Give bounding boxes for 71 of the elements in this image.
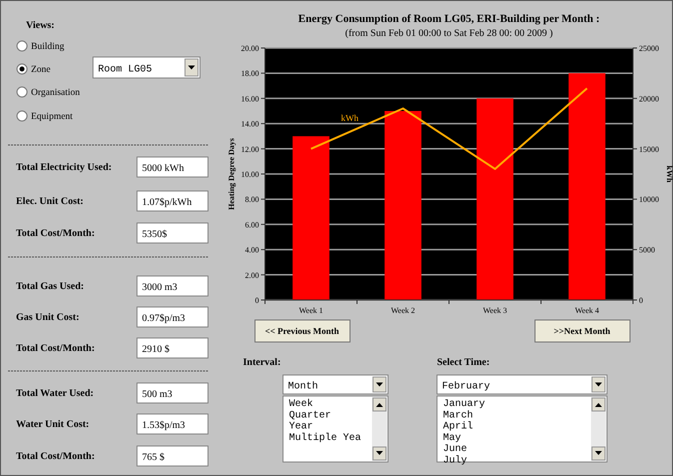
text: July: [443, 454, 468, 466]
text: March: [443, 409, 474, 422]
y-tick-label: 14.00: [241, 120, 259, 129]
text: Views:: [26, 20, 55, 31]
text: Total Cost/Month:: [16, 228, 95, 239]
x-tick-label: Week 2: [390, 306, 416, 315]
text: June: [443, 444, 468, 456]
text: Multiple Yea: [289, 432, 362, 444]
text: Total Electricity Used:: [16, 162, 112, 173]
chart-title: Energy Consumption of Room LG05, ERI-Building per Month :: [298, 13, 600, 25]
text: 5000 kWh: [142, 163, 184, 174]
y2-tick-label: 0: [639, 296, 643, 305]
text: Interval:: [243, 357, 281, 368]
x-tick-label: Week 3: [482, 306, 508, 315]
text: 5350$: [142, 229, 167, 240]
text: Room LG05: [98, 64, 152, 76]
text: Month: [288, 380, 318, 392]
text: 1.07$p/kWh: [142, 197, 192, 208]
text: Equipment: [31, 112, 74, 122]
bar: [568, 73, 606, 300]
y-tick-label: 6.00: [245, 220, 259, 230]
y-tick-label: 0: [255, 296, 259, 305]
y2-tick-label: 15000: [639, 144, 659, 154]
bar: [292, 136, 330, 300]
text: Week: [289, 398, 314, 410]
text: >>Next Month: [554, 326, 610, 336]
y2-tick-label: 25000: [639, 44, 659, 53]
text: Organisation: [31, 88, 80, 98]
text: Year: [289, 422, 314, 433]
text: 3000 m3: [142, 282, 178, 293]
y-tick-label: 18.00: [241, 69, 259, 78]
y-tick-label: 12.00: [241, 144, 259, 154]
text: 2910 $: [142, 344, 170, 355]
bar: [384, 111, 422, 300]
text: Zone: [31, 65, 51, 75]
text: 1.53$p/m3: [142, 420, 186, 431]
bar: [476, 98, 514, 300]
text: May: [443, 432, 462, 444]
series-label: kWh: [341, 112, 359, 123]
text: 765 $: [142, 452, 164, 463]
y2-tick-label: 20000: [639, 94, 659, 104]
text: Total Water Used:: [16, 388, 94, 399]
text: Elec. Unit Cost:: [16, 196, 84, 207]
text: Building: [31, 42, 65, 52]
line-series: [310, 87, 588, 170]
text: Quarter: [289, 410, 332, 422]
x-tick-label: Week 4: [574, 306, 600, 315]
y-tick-label: 20.00: [241, 44, 259, 53]
y-tick-label: 10.00: [241, 170, 259, 179]
y-tick-label: 4.00: [245, 246, 259, 255]
y2-axis-title: kWh: [665, 166, 673, 183]
text: February: [442, 380, 490, 392]
x-tick-label: Week 1: [298, 306, 324, 315]
y2-tick-label: 10000: [639, 195, 659, 204]
y-tick-label: 16.00: [241, 94, 259, 104]
y-axis-title: Heating Degree Days: [227, 138, 236, 210]
text: << Previous Month: [264, 326, 340, 336]
text: Total Cost/Month:: [16, 451, 95, 462]
text: April: [443, 420, 474, 433]
text: Water Unit Cost:: [16, 419, 90, 430]
text: Total Gas Used:: [16, 281, 84, 292]
chart-subtitle: (from Sun Feb 01 00:00 to Sat Feb 28 00: 00 2009 ): [345, 28, 553, 39]
text: Total Cost/Month:: [16, 343, 95, 354]
text: Select Time:: [437, 357, 490, 368]
y2-tick-label: 5000: [639, 246, 655, 255]
y-tick-label: 2.00: [245, 270, 259, 280]
text: 500 m3: [142, 389, 172, 400]
y-tick-label: 8.00: [245, 195, 259, 204]
text: January: [443, 399, 486, 410]
text: 0.97$p/m3: [142, 313, 186, 324]
text: Gas Unit Cost:: [16, 312, 80, 323]
